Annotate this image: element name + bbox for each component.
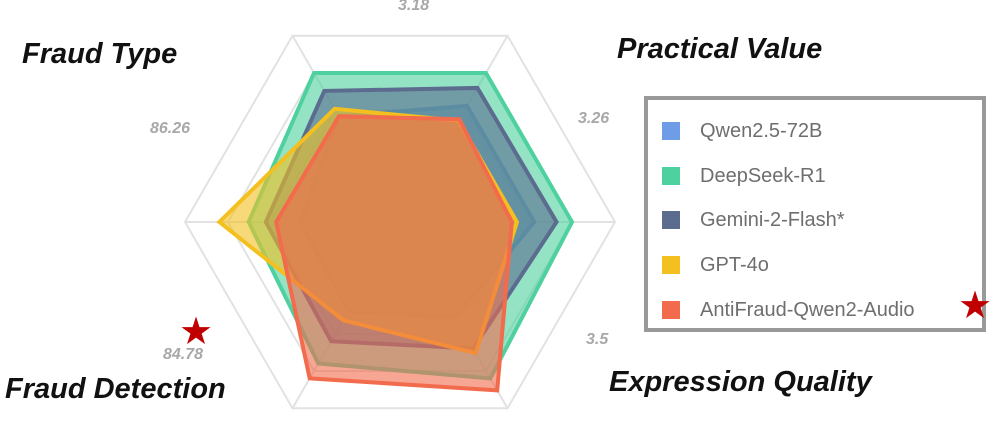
- tick-label-lower-left: 84.78: [163, 346, 204, 363]
- highlight-star-icon: ★: [179, 309, 214, 353]
- legend-item: DeepSeek-R1: [662, 161, 826, 191]
- series-antifraud-qwen2-audio: [274, 114, 514, 393]
- legend-item: Qwen2.5-72B: [662, 116, 822, 146]
- axis-label-fraud-type: Fraud Type: [22, 38, 178, 70]
- legend-label: DeepSeek-R1: [700, 164, 826, 187]
- legend-item: GPT-4o: [662, 250, 769, 280]
- legend-swatch: [662, 301, 680, 319]
- axis-label-expression-quality: Expression Quality: [609, 366, 872, 398]
- axis-label-practical-value: Practical Value: [617, 33, 823, 65]
- legend-label: AntiFraud-Qwen2-Audio: [700, 298, 915, 321]
- tick-label-top: 3.18: [398, 0, 430, 14]
- legend-label: Qwen2.5-72B: [700, 119, 823, 142]
- radar-series: [216, 71, 575, 393]
- tick-label-upper-left: 86.26: [150, 120, 191, 137]
- legend-swatch: [662, 211, 680, 229]
- tick-label-lower-right: 3.5: [586, 331, 609, 348]
- legend-label: GPT-4o: [700, 253, 769, 276]
- chart-legend: Qwen2.5-72B DeepSeek-R1 Gemini-2-Flash* …: [644, 96, 986, 332]
- legend-label: Gemini-2-Flash*: [700, 208, 845, 231]
- legend-swatch: [662, 167, 680, 185]
- legend-item: AntiFraud-Qwen2-Audio: [662, 295, 915, 325]
- legend-item: Gemini-2-Flash*: [662, 205, 844, 235]
- legend-star-icon: ★: [958, 283, 993, 327]
- legend-swatch: [662, 122, 680, 140]
- legend-swatch: [662, 256, 680, 274]
- tick-label-upper-right: 3.26: [578, 110, 610, 127]
- axis-label-fraud-detection: Fraud Detection: [5, 373, 226, 405]
